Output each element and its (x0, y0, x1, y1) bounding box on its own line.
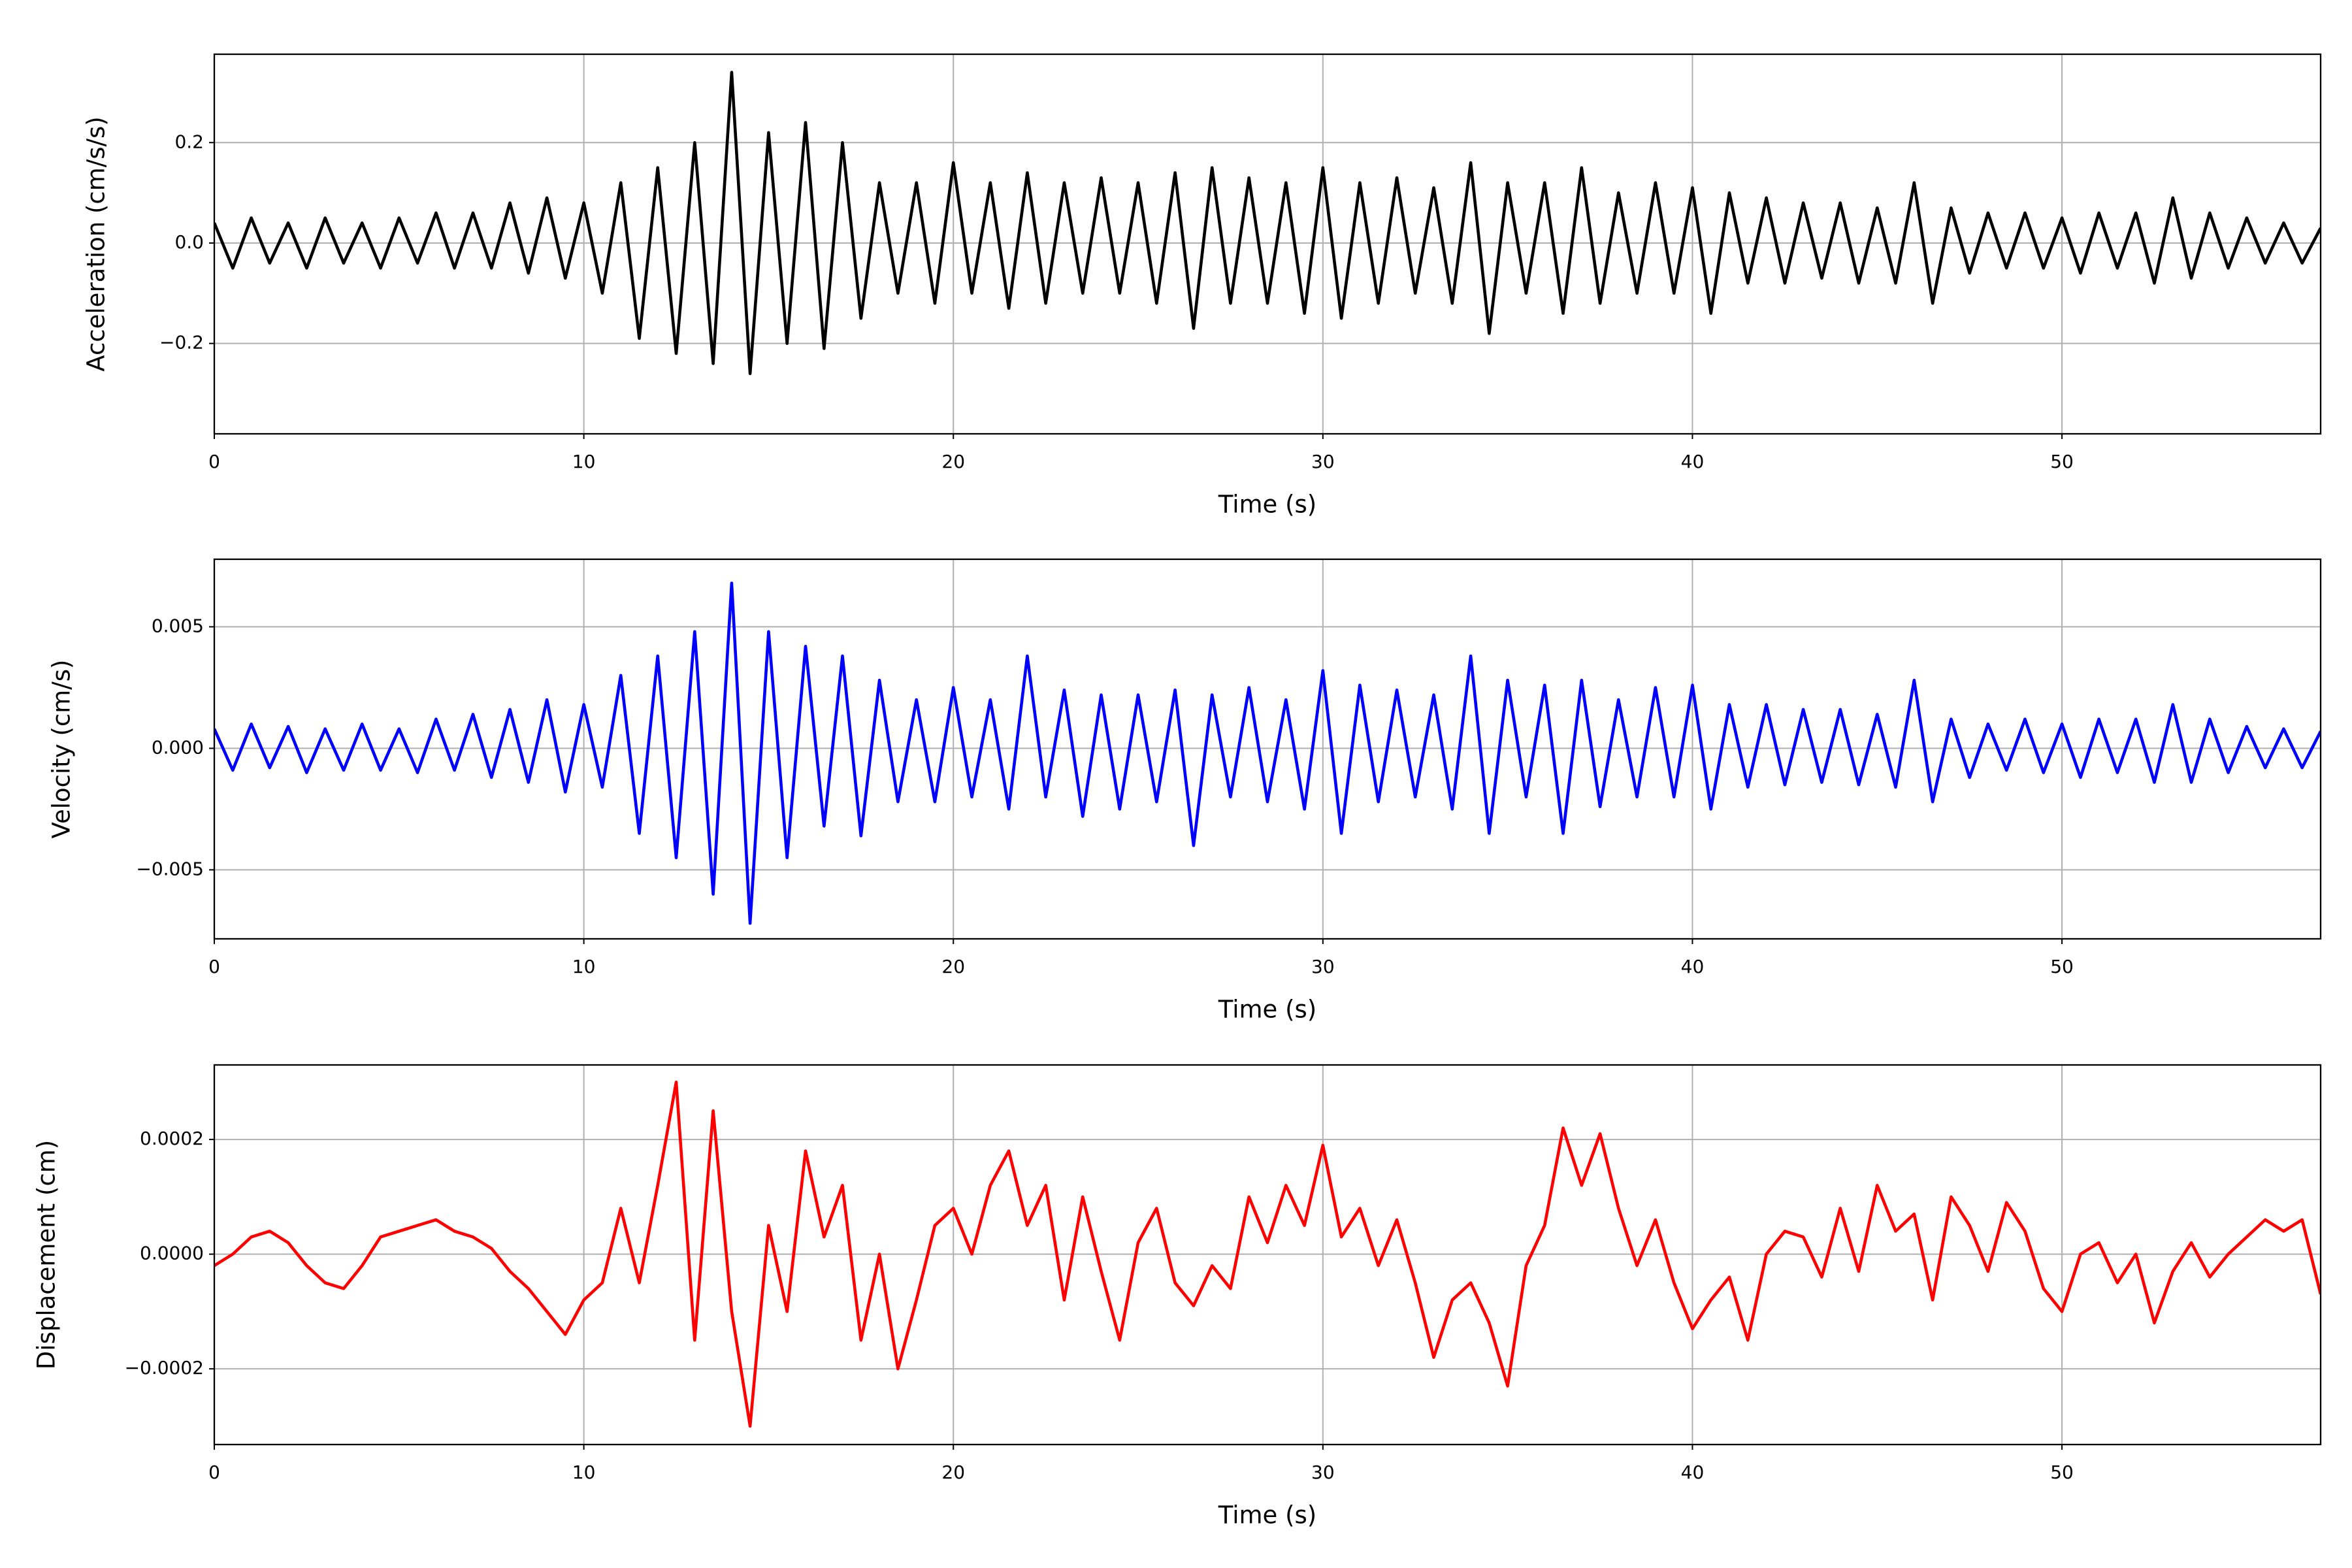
y-axis-label: Acceleration (cm/s/s) (82, 116, 110, 371)
x-tick-label: 50 (2050, 1462, 2074, 1483)
x-tick-label: 30 (1311, 1462, 1335, 1483)
x-tick-label: 40 (1681, 1462, 1705, 1483)
y-tick-label: 0.0002 (140, 1128, 204, 1149)
y-tick-label: 0.0000 (140, 1243, 204, 1264)
signal-line (214, 1081, 2321, 1428)
x-tick-label: 10 (572, 1462, 596, 1483)
y-tick-label: 0.005 (152, 615, 204, 636)
axes-frame (213, 558, 2322, 940)
x-tick-label: 0 (208, 451, 220, 472)
x-tick-label: 50 (2050, 956, 2074, 977)
x-tick-label: 10 (572, 451, 596, 472)
x-tick-label: 50 (2050, 451, 2074, 472)
x-tick-label: 0 (208, 956, 220, 977)
x-tick-label: 10 (572, 956, 596, 977)
signal-line (214, 71, 2321, 376)
y-tick-label: 0.0 (174, 231, 204, 253)
x-tick-label: 20 (941, 1462, 965, 1483)
plot-area (214, 581, 2321, 925)
signal-line (214, 581, 2321, 925)
y-tick-label: 0.2 (174, 131, 204, 152)
x-tick-label: 20 (941, 956, 965, 977)
x-tick-label: 30 (1311, 451, 1335, 472)
x-axis-label: Time (s) (1218, 996, 1316, 1024)
y-tick-label: −0.2 (159, 332, 204, 353)
axes-frame (213, 53, 2322, 435)
y-axis-label: Displacement (cm) (33, 1140, 61, 1369)
plot-area (214, 1081, 2321, 1428)
x-tick-label: 0 (208, 1462, 220, 1483)
y-tick-label: −0.0002 (125, 1357, 204, 1379)
y-tick-label: 0.000 (152, 736, 204, 758)
x-axis-label: Time (s) (1218, 491, 1316, 519)
axes-frame (213, 1064, 2322, 1446)
x-tick-label: 20 (941, 451, 965, 472)
y-tick-label: −0.005 (136, 858, 204, 879)
y-axis-label: Velocity (cm/s) (48, 660, 76, 839)
plot-area (214, 71, 2321, 376)
x-tick-label: 40 (1681, 956, 1705, 977)
x-tick-label: 30 (1311, 956, 1335, 977)
x-axis-label: Time (s) (1218, 1501, 1316, 1529)
x-tick-label: 40 (1681, 451, 1705, 472)
